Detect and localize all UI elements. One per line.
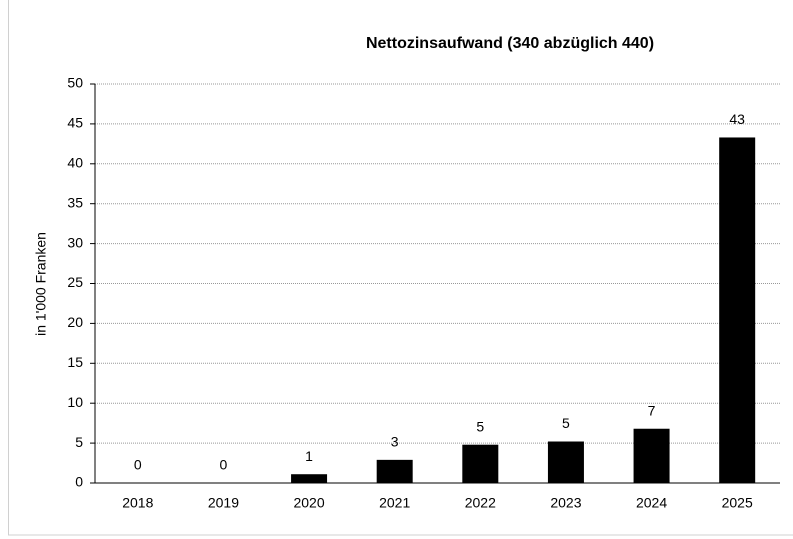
y-tick-label: 0 — [75, 474, 83, 490]
y-tick-label: 15 — [67, 354, 83, 370]
y-tick-label: 10 — [67, 394, 83, 410]
x-tick-label: 2023 — [550, 495, 581, 511]
chart-title: Nettozinsaufwand (340 abzüglich 440) — [366, 35, 654, 52]
x-tick-label: 2024 — [636, 495, 667, 511]
bar — [633, 428, 670, 483]
y-tick-label: 20 — [67, 314, 83, 330]
data-label: 43 — [729, 111, 745, 127]
y-tick-label: 40 — [67, 155, 83, 171]
data-label: 0 — [134, 457, 142, 473]
x-tick-label: 2021 — [379, 495, 410, 511]
bar — [291, 474, 328, 483]
data-label: 7 — [648, 402, 656, 418]
y-tick-label: 35 — [67, 194, 83, 210]
x-tick-label: 2022 — [465, 495, 496, 511]
bar — [462, 444, 499, 483]
y-axis-label: in 1'000 Franken — [33, 232, 49, 336]
y-tick-label: 25 — [67, 274, 83, 290]
x-tick-label: 2018 — [122, 495, 153, 511]
x-tick-label: 2019 — [208, 495, 239, 511]
data-label: 3 — [391, 434, 399, 450]
data-label: 5 — [476, 418, 484, 434]
chart-frame — [8, 0, 793, 536]
y-tick-label: 5 — [75, 434, 83, 450]
y-tick-label: 50 — [67, 75, 83, 91]
data-label: 1 — [305, 448, 313, 464]
data-label: 0 — [220, 457, 228, 473]
bar — [547, 441, 584, 483]
y-tick-label: 30 — [67, 234, 83, 250]
bar — [376, 459, 413, 483]
x-tick-label: 2025 — [722, 495, 753, 511]
bar — [719, 137, 756, 483]
data-label: 5 — [562, 415, 570, 431]
y-tick-label: 45 — [67, 115, 83, 131]
x-tick-label: 2020 — [293, 495, 324, 511]
